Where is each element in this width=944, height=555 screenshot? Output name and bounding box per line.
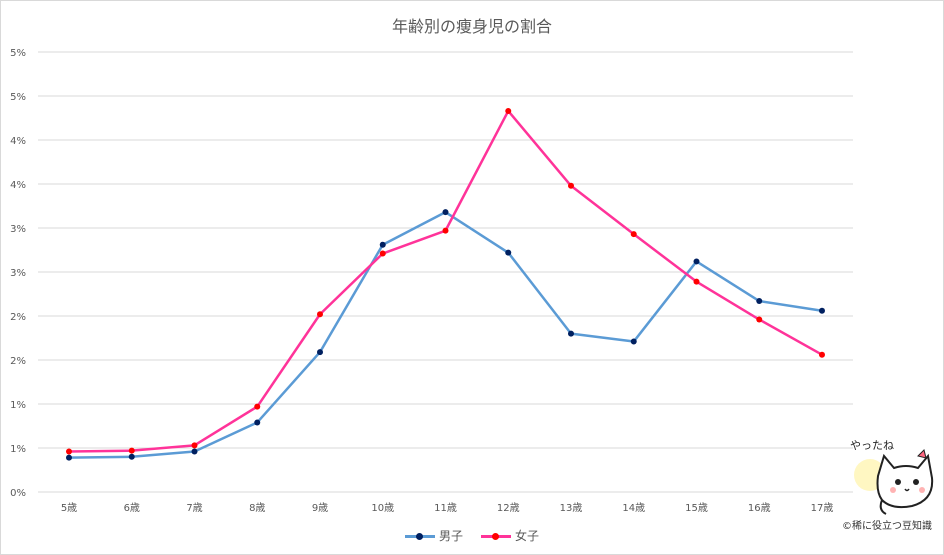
y-tick-label: 4%	[10, 180, 26, 191]
y-tick-label: 5%	[10, 92, 26, 103]
data-point-male	[191, 448, 198, 455]
x-tick-label: 10歳	[371, 502, 394, 514]
data-point-female	[819, 351, 825, 358]
cat-mascot-icon: やったね	[850, 439, 934, 515]
y-tick-label: 0%	[10, 488, 26, 499]
data-point-female	[66, 448, 72, 455]
legend-item-male: 男子	[404, 527, 463, 544]
y-tick-label: 1%	[10, 400, 26, 411]
x-tick-label: 13歳	[560, 502, 583, 514]
series-line-female	[68, 109, 823, 453]
y-tick-label: 1%	[10, 444, 26, 455]
mascot-speech: やったね	[850, 439, 894, 452]
data-point-male	[505, 249, 512, 256]
data-point-male	[630, 338, 637, 345]
data-point-male	[442, 209, 449, 216]
data-point-female	[568, 182, 574, 189]
data-point-female	[756, 316, 763, 323]
x-tick-label: 5歳	[61, 502, 77, 514]
data-point-male	[254, 419, 261, 426]
x-tick-label: 8歳	[249, 502, 265, 514]
data-point-male	[693, 258, 700, 265]
x-tick-label: 7歳	[186, 502, 202, 514]
x-tick-label: 6歳	[124, 502, 140, 514]
data-point-male	[66, 454, 72, 461]
series-line-male	[68, 210, 823, 459]
data-point-female	[693, 278, 700, 285]
data-point-male	[756, 298, 763, 305]
data-point-female	[128, 447, 135, 454]
y-tick-label: 4%	[10, 136, 26, 147]
x-tick-label: 16歳	[748, 502, 771, 514]
legend-swatch-male	[404, 530, 435, 542]
legend-item-female: 女子	[481, 527, 539, 544]
data-point-female	[254, 403, 261, 410]
data-point-male	[379, 241, 386, 248]
data-point-male	[128, 453, 135, 460]
data-point-male	[317, 349, 323, 356]
legend: 男子 女子	[0, 527, 944, 544]
legend-label-female: 女子	[515, 529, 540, 543]
credit-text: ©稀に役立つ豆知識	[842, 521, 932, 532]
data-point-female	[317, 311, 323, 318]
legend-label-male: 男子	[438, 529, 463, 543]
y-tick-label: 3%	[10, 224, 26, 235]
x-tick-label: 17歳	[811, 502, 834, 514]
y-axis-tick-labels: 0% 1% 1% 2% 2% 3% 3% 4% 4% 5% 5%	[10, 48, 26, 499]
chart-title: 年齢別の痩身児の割合	[391, 17, 552, 36]
y-tick-label: 3%	[10, 268, 26, 279]
y-tick-label: 2%	[10, 312, 26, 323]
x-tick-label: 9歳	[312, 502, 328, 514]
data-point-male	[568, 330, 574, 337]
data-point-female	[191, 442, 198, 449]
x-tick-label: 11歳	[434, 502, 457, 514]
x-tick-label: 14歳	[622, 502, 645, 514]
x-tick-label: 15歳	[685, 502, 708, 514]
data-point-female	[379, 250, 386, 257]
data-point-female	[630, 231, 637, 238]
y-tick-label: 5%	[10, 48, 26, 59]
data-point-female	[442, 227, 449, 234]
x-tick-label: 12歳	[497, 502, 520, 514]
data-point-female	[505, 107, 512, 114]
legend-swatch-female	[481, 530, 511, 542]
x-axis-tick-labels: 5歳 6歳 7歳 8歳 9歳 10歳 11歳 12歳 13歳 14歳 15歳 16歳 17歳	[61, 502, 834, 514]
data-point-male	[819, 307, 825, 314]
gridlines	[38, 51, 853, 493]
y-tick-label: 2%	[10, 356, 26, 367]
series-lines	[66, 107, 825, 461]
